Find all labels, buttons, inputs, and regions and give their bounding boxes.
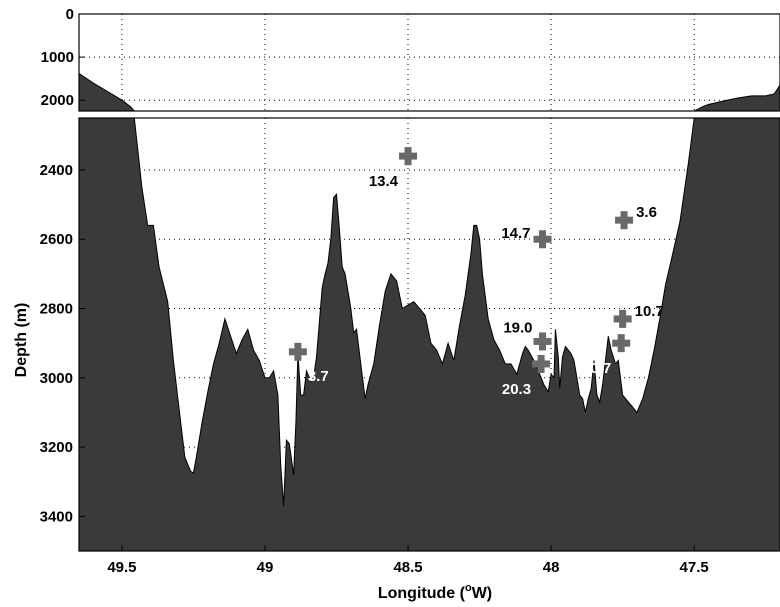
observation-point [615,211,634,230]
y-tick-label: 2600 [40,231,73,248]
x-tick-label: 48 [543,559,560,576]
marker-bar-vertical [620,211,628,230]
y-tick-label: 3000 [40,370,73,387]
x-tick-label: 47.5 [680,559,709,576]
x-axis-label: Longitude (oW) [378,582,492,602]
observation-point [533,332,552,351]
x-axis-label-main: Longitude ( [378,585,466,602]
observation-markers: 3.7 13.4 14.7 19.0 20.3 3.6 10.7 10.7 [288,147,664,398]
observation-point [288,342,307,361]
marker-bar-vertical [619,309,627,328]
point-value-label: 3.7 [308,368,329,385]
observation-point [613,309,632,328]
y-tick-label: 1000 [41,49,74,66]
y-tick-label: 3400 [40,508,73,525]
point-value-label: 20.3 [502,381,531,398]
marker-bar-vertical [617,334,625,353]
seafloor-area-top [79,72,780,111]
marker-bar-vertical [537,354,545,373]
observation-point [612,334,631,353]
marker-bar-vertical [539,332,547,351]
observation-point [532,354,551,373]
observation-point [533,230,552,249]
y-tick-label: 0 [66,6,74,23]
seafloor-area-bottom [79,118,780,551]
x-tick-label: 49.5 [107,559,136,576]
point-value-label: 3.6 [636,204,657,221]
bottom-panel: 3.713.414.719.020.33.610.710.7 240026002… [40,117,780,576]
top-panel: 0 1000 2000 [41,6,780,112]
marker-bar-vertical [539,230,547,249]
bottom-panel-frame [78,117,780,552]
x-axis-label-tail: W) [472,585,492,602]
x-axis-ticks: 49.5 49 48.5 48 47.5 [107,545,709,576]
y-tick-label: 2800 [40,301,73,318]
marker-bar-vertical [404,147,412,166]
point-value-label: 10.7 [635,303,664,320]
x-axis-label-superscript: o [465,582,472,594]
y-axis-label: Depth (m) [13,303,30,378]
top-panel-frame [78,13,780,112]
point-value-label: 13.4 [369,173,399,190]
point-value-label: 14.7 [501,225,530,242]
x-tick-label: 49 [257,559,274,576]
bottom-panel-y-ticks: 2400 2600 2800 3000 3200 3400 [40,162,85,525]
y-tick-label: 3200 [40,439,73,456]
top-panel-y-ticks: 0 1000 2000 [41,6,85,109]
observation-point [399,147,418,166]
point-value-label: 10.7 [582,360,611,377]
y-tick-label: 2000 [41,92,74,109]
top-panel-background [79,14,780,111]
x-tick-label: 48.5 [393,559,422,576]
marker-bar-vertical [294,342,302,361]
y-tick-label: 2400 [40,162,73,179]
point-value-label: 19.0 [503,319,532,336]
